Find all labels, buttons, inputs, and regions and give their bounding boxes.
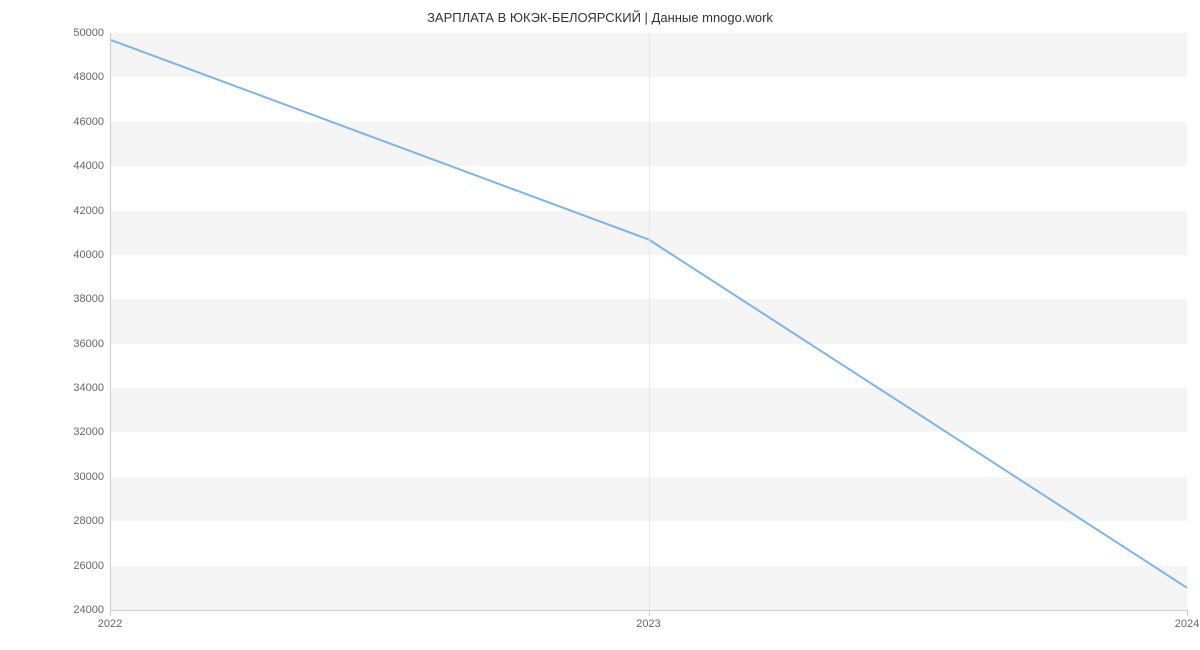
x-tick-mark	[1187, 610, 1188, 616]
x-tick-label: 2022	[98, 618, 122, 630]
y-tick-label: 26000	[73, 560, 104, 572]
x-tick-label: 2023	[636, 618, 660, 630]
y-tick-label: 28000	[73, 515, 104, 527]
x-tick-label: 2024	[1175, 618, 1199, 630]
x-axis-line	[110, 610, 1187, 611]
x-gridline	[649, 33, 650, 610]
y-tick-label: 46000	[73, 116, 104, 128]
y-tick-label: 48000	[73, 71, 104, 83]
y-tick-label: 36000	[73, 338, 104, 350]
y-tick-label: 34000	[73, 382, 104, 394]
y-tick-label: 44000	[73, 160, 104, 172]
y-tick-label: 32000	[73, 426, 104, 438]
plot-area: 2400026000280003000032000340003600038000…	[110, 33, 1187, 610]
y-tick-label: 50000	[73, 27, 104, 39]
y-tick-label: 38000	[73, 293, 104, 305]
y-tick-label: 24000	[73, 604, 104, 616]
chart-title: ЗАРПЛАТА В ЮКЭК-БЕЛОЯРСКИЙ | Данные mnog…	[0, 10, 1200, 25]
y-tick-label: 42000	[73, 205, 104, 217]
y-tick-label: 30000	[73, 471, 104, 483]
y-tick-label: 40000	[73, 249, 104, 261]
y-axis-line	[110, 33, 111, 610]
